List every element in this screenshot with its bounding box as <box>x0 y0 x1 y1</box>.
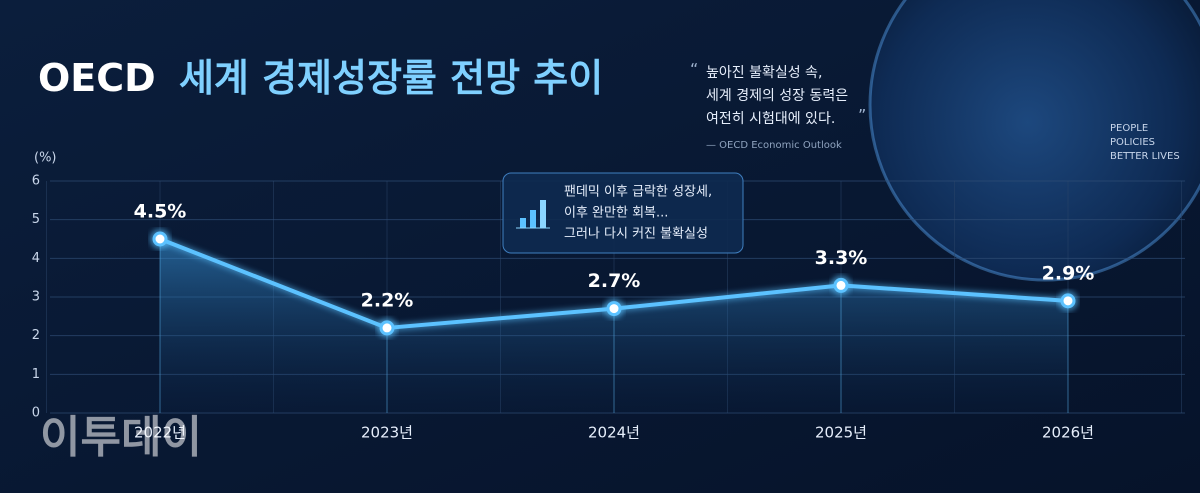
quote-line: 세계 경제의 성장 동력은 <box>706 88 848 104</box>
callout-icon <box>516 200 550 229</box>
data-label: 3.3% <box>815 247 868 269</box>
point <box>152 231 168 247</box>
y-tick-label: 1 <box>32 367 40 382</box>
globe-text: POLICIES <box>1110 137 1155 148</box>
point <box>1060 293 1076 309</box>
globe-rim <box>868 0 1200 282</box>
x-tick-label: 2022년 <box>134 424 186 442</box>
data-label: 4.5% <box>134 201 187 223</box>
globe <box>870 0 1200 280</box>
quote-source: — OECD Economic Outlook <box>706 140 842 151</box>
watermark: 이투데이 <box>40 412 202 463</box>
y-axis-label: (%) <box>34 151 57 166</box>
callout-line: 이후 완만한 회복... <box>564 206 668 221</box>
y-tick-label: 5 <box>32 212 40 227</box>
x-tick-label: 2024년 <box>588 424 640 442</box>
globe-text: PEOPLE <box>1110 123 1148 134</box>
quote-line: 여전히 시험대에 있다. <box>706 111 835 127</box>
area <box>160 239 1068 413</box>
chart-title: OECD 세계 경제성장률 전망 추이 <box>38 56 603 100</box>
data-label: 2.2% <box>361 289 414 311</box>
point <box>606 301 622 317</box>
title-main: 세계 경제성장률 전망 추이 <box>179 56 603 100</box>
y-tick-label: 2 <box>32 328 40 343</box>
title-lead: OECD <box>38 56 156 100</box>
y-tick-label: 3 <box>32 290 40 305</box>
x-tick-label: 2026년 <box>1042 424 1094 442</box>
callout-box <box>502 172 744 254</box>
point <box>379 320 395 336</box>
y-tick-label: 0 <box>32 406 40 421</box>
x-tick-label: 2025년 <box>815 424 867 442</box>
x-tick-label: 2023년 <box>361 424 413 442</box>
callout-line: 그러나 다시 커진 불확실성 <box>564 227 708 242</box>
quote-mark: “ <box>690 60 698 79</box>
data-label: 2.7% <box>588 270 641 292</box>
plot: (%) 0 1 2 3 4 5 6 2022년 2023년 2024년 2025년 2026년 4.5% 2… <box>32 151 1185 442</box>
point <box>833 277 849 293</box>
quote-line: 높아진 불확실성 속, <box>706 65 822 81</box>
quote-mark: ” <box>858 106 866 125</box>
y-tick-label: 4 <box>32 251 40 266</box>
callout-line: 팬데믹 이후 급락한 성장세, <box>564 185 712 200</box>
globe-text: BETTER LIVES <box>1110 151 1180 162</box>
data-label: 2.9% <box>1042 262 1095 284</box>
y-tick-label: 6 <box>32 174 40 189</box>
